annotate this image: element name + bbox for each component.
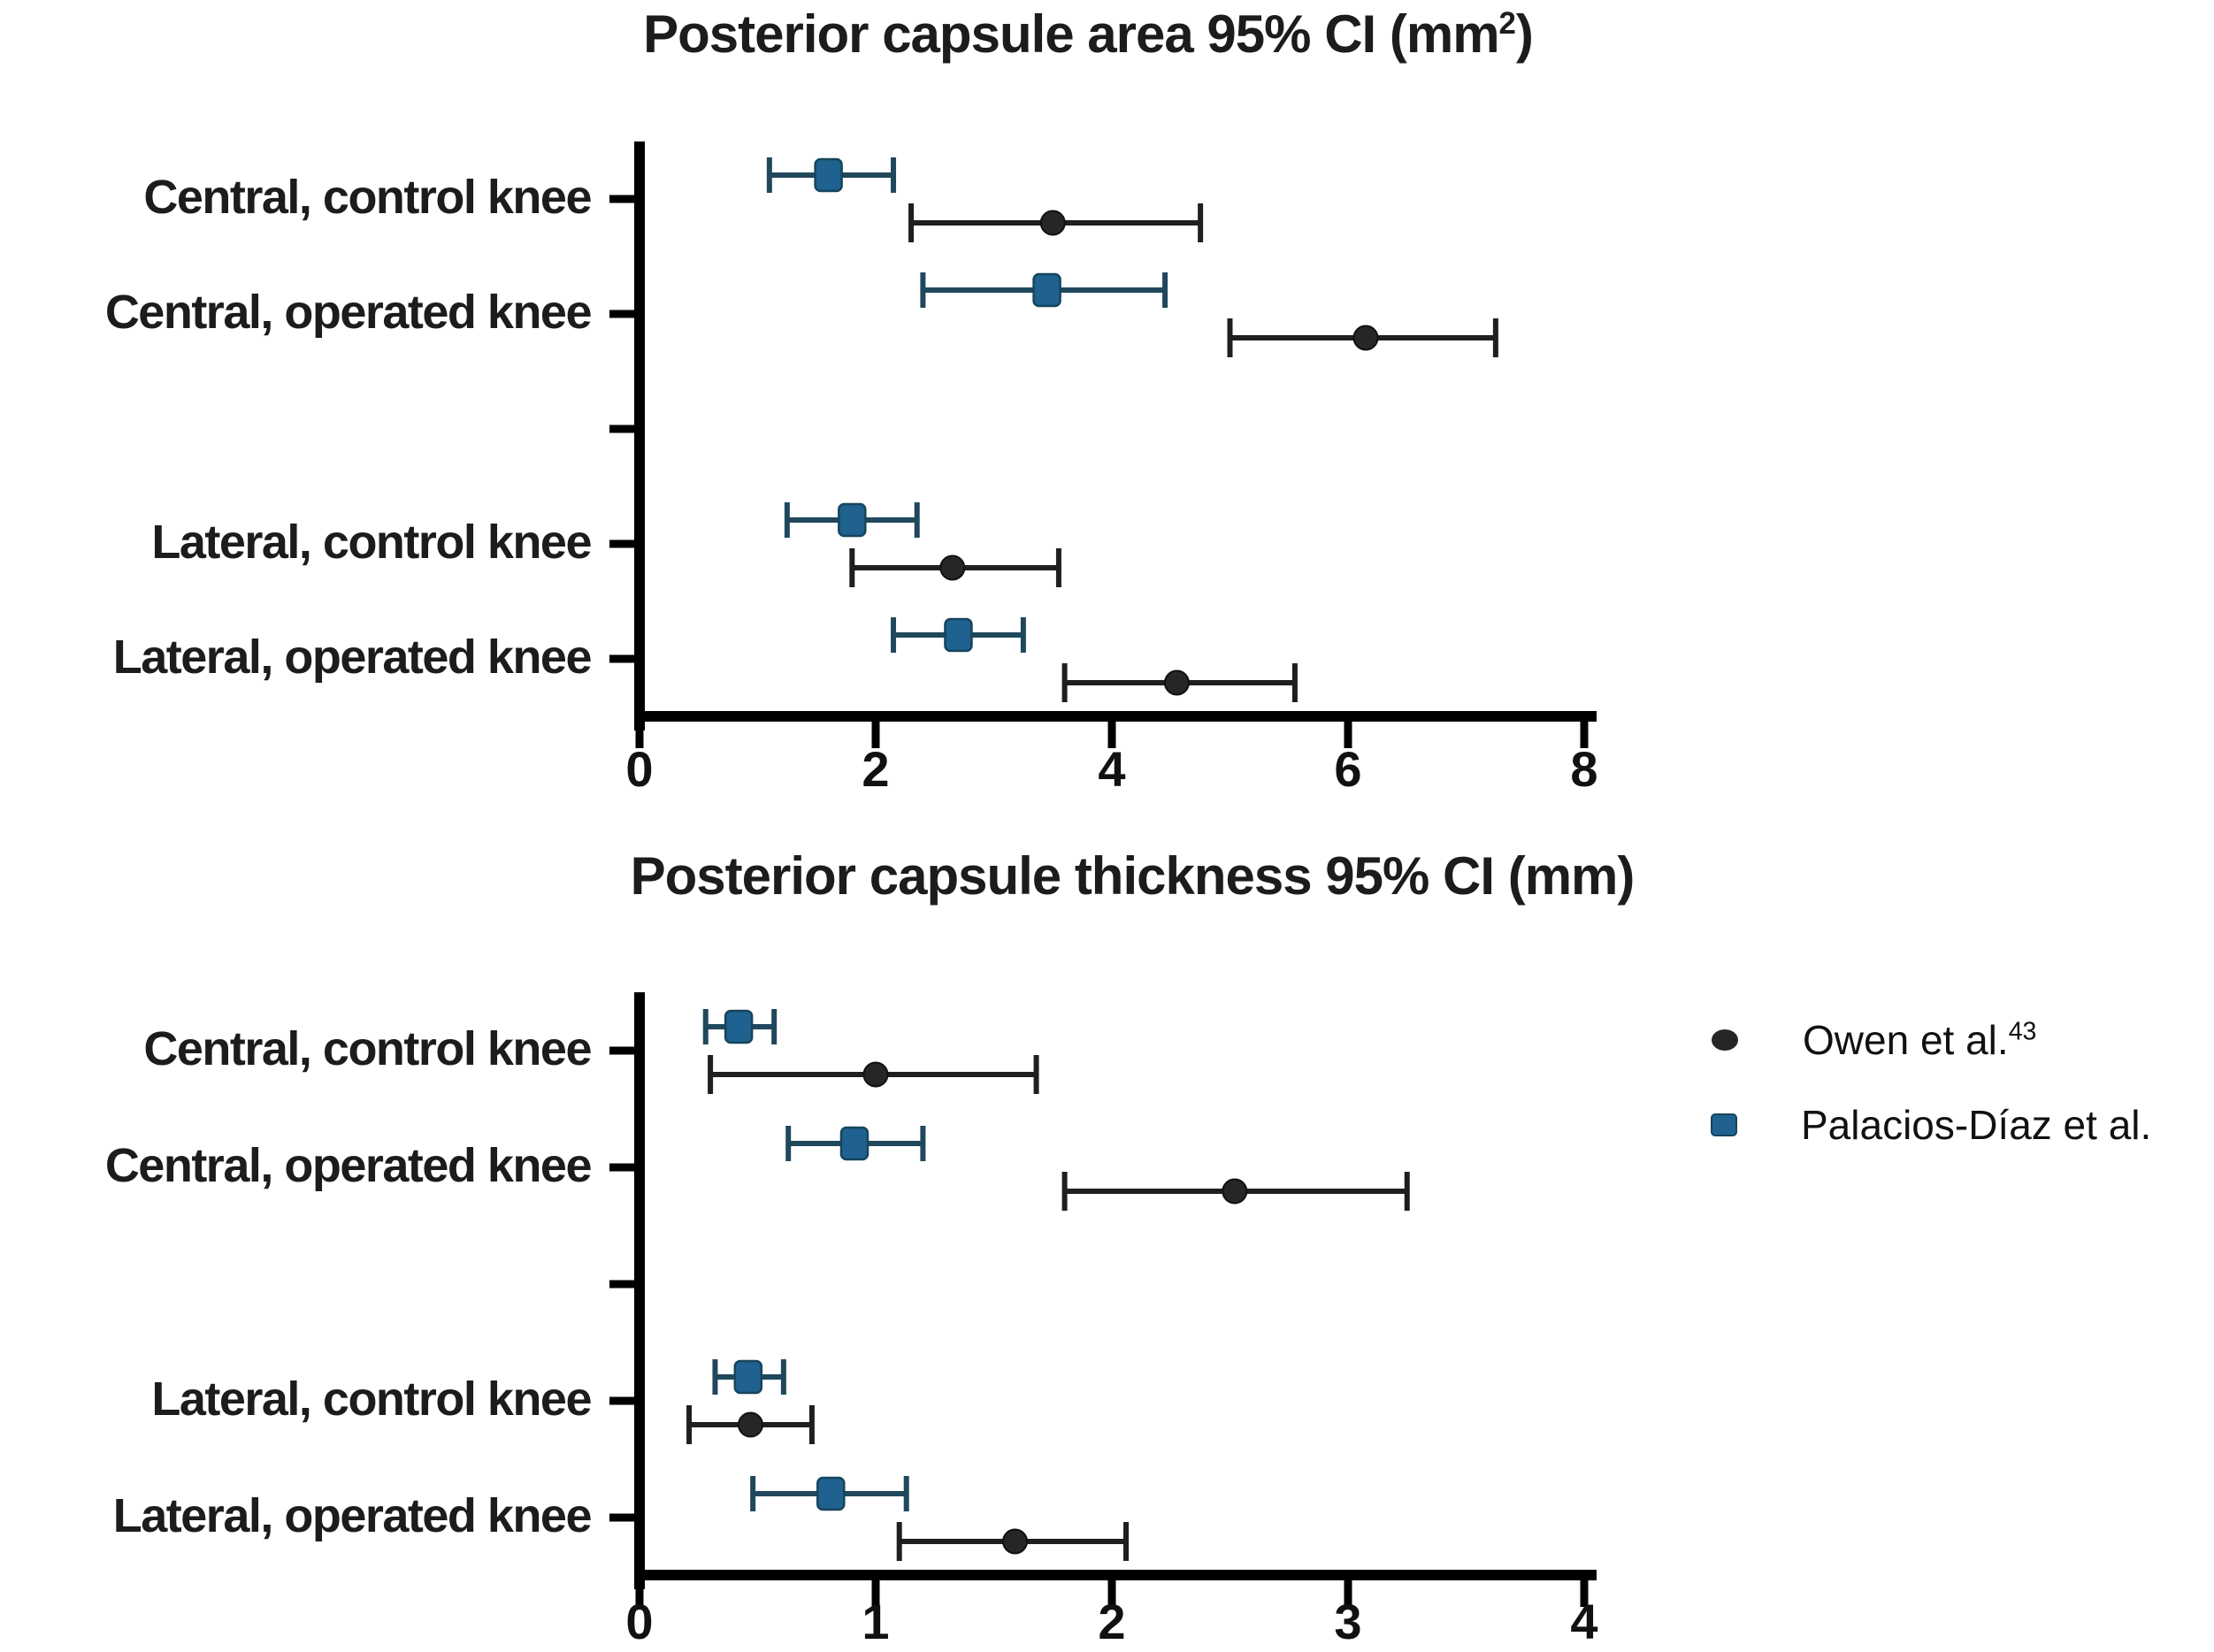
x-tick-label: 0 xyxy=(625,1594,654,1649)
data-marker-circle xyxy=(737,1411,763,1438)
legend-label-owen: Owen et al.43 xyxy=(1803,1017,2037,1063)
square-marker-icon xyxy=(1711,1113,1737,1136)
x-tick-label: 3 xyxy=(1334,1594,1362,1649)
category-label: Central, operated knee xyxy=(104,286,593,339)
data-marker-square xyxy=(944,617,973,653)
x-tick-label: 4 xyxy=(1098,741,1126,797)
data-marker-square xyxy=(724,1009,754,1044)
x-tick-label: 1 xyxy=(862,1594,890,1649)
category-label: Lateral, operated knee xyxy=(112,1489,593,1542)
data-marker-circle xyxy=(1352,325,1379,351)
chart-title-thickness: Posterior capsule thickness 95% CI (mm) xyxy=(540,847,1725,906)
x-tick-label: 2 xyxy=(1098,1594,1126,1649)
data-marker-circle xyxy=(1039,210,1066,236)
data-marker-square xyxy=(838,502,867,538)
title-text: Posterior capsule area 95% CI (mm xyxy=(643,4,1499,64)
data-marker-square xyxy=(1032,272,1061,308)
legend-item-owen: Owen et al.43 xyxy=(1709,1008,2151,1072)
category-label: Lateral, control knee xyxy=(151,516,592,569)
title-text-suffix: ) xyxy=(1515,4,1534,64)
legend-label-palacios: Palacios-Díaz et al. xyxy=(1801,1102,2152,1148)
data-marker-square xyxy=(816,1476,846,1511)
data-marker-circle xyxy=(1222,1178,1248,1205)
x-tick-label: 2 xyxy=(862,741,890,797)
data-marker-circle xyxy=(1163,669,1190,696)
legend: Owen et al.43 Palacios-Díaz et al. xyxy=(1709,1008,2151,1157)
x-tick-label: 4 xyxy=(1570,1594,1598,1649)
data-marker-circle xyxy=(939,554,966,581)
category-label: Lateral, operated knee xyxy=(112,631,593,684)
category-label: Lateral, control knee xyxy=(151,1373,592,1426)
x-tick-label: 6 xyxy=(1334,741,1362,797)
data-marker-circle xyxy=(862,1061,889,1088)
data-marker-square xyxy=(839,1126,870,1161)
category-label: Central, operated knee xyxy=(104,1139,593,1192)
category-label: Central, control knee xyxy=(143,171,592,224)
data-marker-square xyxy=(733,1359,763,1395)
category-label: Central, control knee xyxy=(143,1022,592,1075)
chart-title-area: Posterior capsule area 95% CI (mm2) xyxy=(495,5,1681,64)
title-text: Posterior capsule thickness 95% CI (mm) xyxy=(630,846,1636,906)
legend-item-palacios: Palacios-Díaz et al. xyxy=(1709,1093,2151,1157)
x-tick-label: 0 xyxy=(625,741,654,797)
circle-marker-icon xyxy=(1712,1029,1738,1051)
data-marker-circle xyxy=(1002,1528,1029,1555)
title-superscript: 2 xyxy=(1498,6,1516,41)
x-tick-label: 8 xyxy=(1570,741,1598,797)
data-marker-square xyxy=(814,157,843,193)
